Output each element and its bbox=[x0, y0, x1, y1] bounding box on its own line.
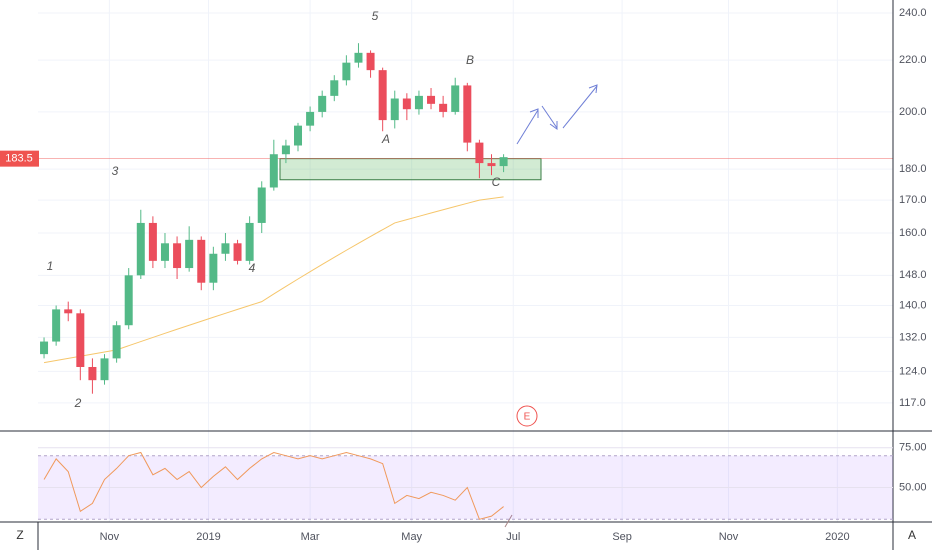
candle-body bbox=[330, 80, 339, 96]
candle-body bbox=[40, 341, 49, 355]
x-tick-label: 2019 bbox=[196, 531, 220, 543]
candle-body bbox=[64, 309, 73, 314]
y-tick-label: 200.0 bbox=[899, 106, 927, 118]
event-badge[interactable] bbox=[516, 405, 538, 427]
x-tick-label: Sep bbox=[612, 531, 632, 543]
corner-label[interactable]: A bbox=[908, 528, 916, 542]
candle-body bbox=[185, 239, 194, 269]
candle-body bbox=[52, 309, 61, 342]
wave-label: 2 bbox=[74, 396, 82, 410]
wave-label: 4 bbox=[249, 261, 256, 275]
candle-body bbox=[451, 85, 460, 112]
candle-body bbox=[390, 98, 399, 121]
y-tick-label: 220.0 bbox=[899, 54, 927, 66]
candle-body bbox=[378, 70, 387, 121]
rsi-trendline bbox=[504, 514, 513, 528]
candle-body bbox=[281, 145, 290, 155]
candle-body bbox=[318, 95, 327, 112]
wave-label: 3 bbox=[112, 164, 119, 178]
candle-body bbox=[306, 111, 315, 126]
y-tick-label: 160.0 bbox=[899, 227, 927, 239]
candle-body bbox=[88, 366, 97, 381]
x-tick-label: Mar bbox=[301, 531, 320, 543]
last-price-badge bbox=[0, 150, 39, 167]
wave-label: B bbox=[466, 53, 474, 67]
x-tick-label: 2020 bbox=[825, 531, 849, 543]
candle-body bbox=[148, 222, 157, 261]
x-tick-label: Nov bbox=[100, 531, 120, 543]
candle-body bbox=[197, 239, 206, 283]
x-tick-label: Nov bbox=[719, 531, 739, 543]
candle-body bbox=[209, 253, 218, 283]
corner-label[interactable]: Z bbox=[16, 528, 23, 542]
x-tick-label: May bbox=[401, 531, 422, 543]
rsi-line bbox=[43, 451, 504, 520]
y-tick-label: 240.0 bbox=[899, 7, 927, 19]
arrow-head bbox=[529, 108, 539, 118]
candle-body bbox=[475, 142, 484, 164]
candle-body bbox=[354, 52, 363, 63]
candle-body bbox=[427, 95, 436, 104]
arrow bbox=[541, 105, 558, 129]
candle-body bbox=[173, 243, 182, 269]
price-pane bbox=[38, 43, 893, 394]
candle-body bbox=[76, 313, 85, 367]
y-tick-label: 124.0 bbox=[899, 365, 927, 377]
candle-body bbox=[487, 163, 496, 167]
arrow bbox=[562, 85, 598, 129]
candle-body bbox=[221, 243, 230, 254]
candle-body bbox=[160, 243, 169, 261]
candle-body bbox=[100, 358, 109, 381]
rsi-tick-label: 50.00 bbox=[899, 481, 927, 493]
y-tick-label: 117.0 bbox=[899, 397, 926, 409]
arrow-head bbox=[549, 121, 558, 130]
wave-label: A bbox=[381, 132, 390, 146]
rsi-tick-label: 75.00 bbox=[899, 442, 927, 454]
candle-body bbox=[269, 154, 278, 188]
wave-label: C bbox=[492, 175, 501, 189]
y-tick-label: 170.0 bbox=[899, 194, 927, 206]
candle-body bbox=[112, 325, 121, 359]
arrow-head bbox=[588, 84, 598, 94]
candle-body bbox=[124, 275, 133, 326]
candle-body bbox=[439, 103, 448, 112]
moving-average bbox=[43, 196, 504, 364]
candle-body bbox=[402, 98, 411, 110]
y-tick-label: 140.0 bbox=[899, 299, 927, 311]
arrow bbox=[516, 109, 539, 145]
candle-body bbox=[414, 95, 423, 110]
candle-body bbox=[463, 85, 472, 143]
candle-body bbox=[233, 243, 242, 261]
last-price-label: 183.5 bbox=[5, 153, 33, 165]
wave-label: 1 bbox=[47, 259, 54, 273]
drawn-arrows bbox=[504, 84, 598, 528]
y-tick-label: 132.0 bbox=[899, 331, 927, 343]
grid bbox=[38, 0, 893, 522]
y-tick-label: 180.0 bbox=[899, 163, 927, 175]
candle-body bbox=[294, 125, 303, 146]
candle-body bbox=[136, 222, 145, 276]
wave-label: 5 bbox=[372, 9, 379, 23]
candle-body bbox=[342, 62, 351, 81]
candle-body bbox=[257, 187, 266, 223]
event-label[interactable]: E bbox=[524, 412, 531, 423]
candle-body bbox=[245, 222, 254, 261]
candle-body bbox=[366, 52, 375, 71]
y-tick-label: 148.0 bbox=[899, 269, 927, 281]
candle-body bbox=[499, 157, 508, 167]
x-tick-label: Jul bbox=[506, 531, 520, 543]
